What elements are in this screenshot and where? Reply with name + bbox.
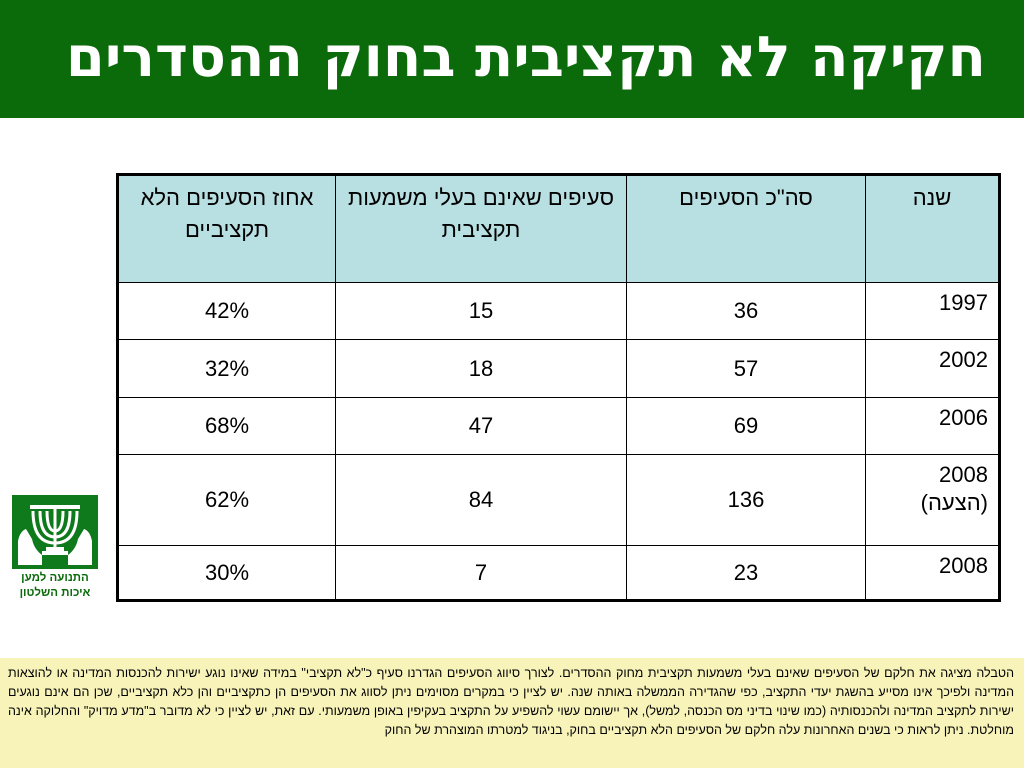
table-row: 2008 (הצעה) 136 84 62% (117, 454, 1000, 546)
column-header-non-budget: סעיפים שאינם בעלי משמעות תקציבית (335, 174, 627, 283)
cell-total: 36 (626, 282, 866, 340)
cell-percent: 32% (117, 339, 336, 398)
footer-note: הטבלה מציגה את חלקם של הסעיפים שאינם בעל… (0, 658, 1024, 768)
title-bar: חקיקה לא תקציבית בחוק ההסדרים (0, 0, 1024, 118)
cell-year-note: (הצעה) (920, 490, 988, 515)
cell-percent: 62% (117, 454, 336, 546)
cell-total: 136 (626, 454, 866, 546)
table-row: 2008 23 7 30% (117, 545, 1000, 601)
column-header-percent: אחוז הסעיפים הלא תקציביים (117, 174, 336, 283)
column-header-year: שנה (865, 174, 1000, 283)
cell-non-budget: 47 (335, 397, 627, 455)
data-table: שנה סה"כ הסעיפים סעיפים שאינם בעלי משמעו… (116, 173, 1001, 602)
logo-caption: התנועה למען איכות השלטון (19, 572, 91, 599)
cell-year: 2002 (865, 339, 1000, 398)
cell-percent: 68% (117, 397, 336, 455)
cell-total: 57 (626, 339, 866, 398)
table-row: 2006 69 47 68% (117, 397, 1000, 455)
cell-non-budget: 84 (335, 454, 627, 546)
cell-percent: 42% (117, 282, 336, 340)
cell-total: 23 (626, 545, 866, 601)
page-title: חקיקה לא תקציבית בחוק ההסדרים (65, 25, 986, 90)
logo (12, 495, 98, 569)
table-row: 1997 36 15 42% (117, 282, 1000, 340)
cell-non-budget: 15 (335, 282, 627, 340)
cell-non-budget: 7 (335, 545, 627, 601)
cell-year: 2008 (865, 545, 1000, 601)
footer-text: הטבלה מציגה את חלקם של הסעיפים שאינם בעל… (8, 666, 1014, 737)
table-header-row: שנה סה"כ הסעיפים סעיפים שאינם בעלי משמעו… (117, 174, 1000, 283)
cell-year: 2006 (865, 397, 1000, 455)
cell-non-budget: 18 (335, 339, 627, 398)
cell-year: 1997 (865, 282, 1000, 340)
table-row: 2002 57 18 32% (117, 339, 1000, 398)
column-header-total: סה"כ הסעיפים (626, 174, 866, 283)
menorah-logo-icon (12, 495, 98, 569)
cell-year: 2008 (הצעה) (865, 454, 1000, 546)
cell-total: 69 (626, 397, 866, 455)
cell-percent: 30% (117, 545, 336, 601)
